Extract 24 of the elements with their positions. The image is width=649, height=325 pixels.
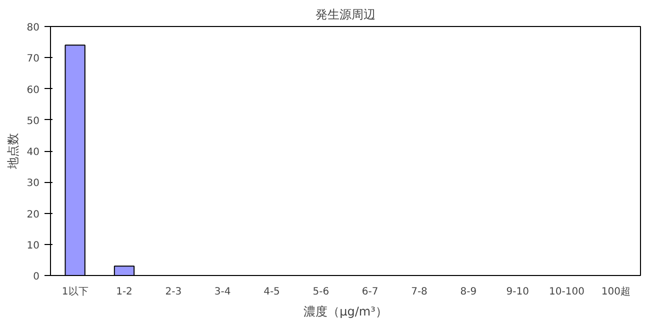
y-tick-label: 70 (26, 54, 40, 65)
x-tick-label: 6-7 (362, 286, 378, 298)
chart-title: 発生源周辺 (316, 8, 376, 22)
x-tick-label: 4-5 (264, 286, 280, 298)
y-tick-label: 0 (33, 272, 40, 282)
y-tick-label: 20 (26, 209, 40, 220)
x-tick-label: 8-9 (460, 286, 477, 298)
x-tick-label: 3-4 (214, 286, 231, 298)
y-tick-label: 60 (26, 84, 40, 96)
y-axis-title: 地点数 (6, 133, 20, 170)
x-tick-label: 1以下 (62, 286, 88, 298)
x-tick-label: 2-3 (165, 286, 182, 298)
x-tick-label: 7-8 (411, 286, 428, 298)
x-tick-label: 100超 (601, 286, 630, 298)
x-tick-label: 9-10 (506, 286, 529, 298)
x-tick-label: 10-100 (549, 286, 584, 298)
y-tick-label: 30 (26, 178, 40, 190)
x-axis-title: 濃度（μg/m³） (304, 304, 388, 318)
y-tick-label: 40 (26, 147, 40, 158)
y-tick-label: 50 (26, 116, 40, 127)
y-tick-label: 80 (26, 22, 40, 34)
x-tick-label: 1-2 (116, 286, 132, 298)
y-tick-label: 10 (26, 240, 40, 252)
x-tick-label: 5-6 (312, 286, 330, 298)
